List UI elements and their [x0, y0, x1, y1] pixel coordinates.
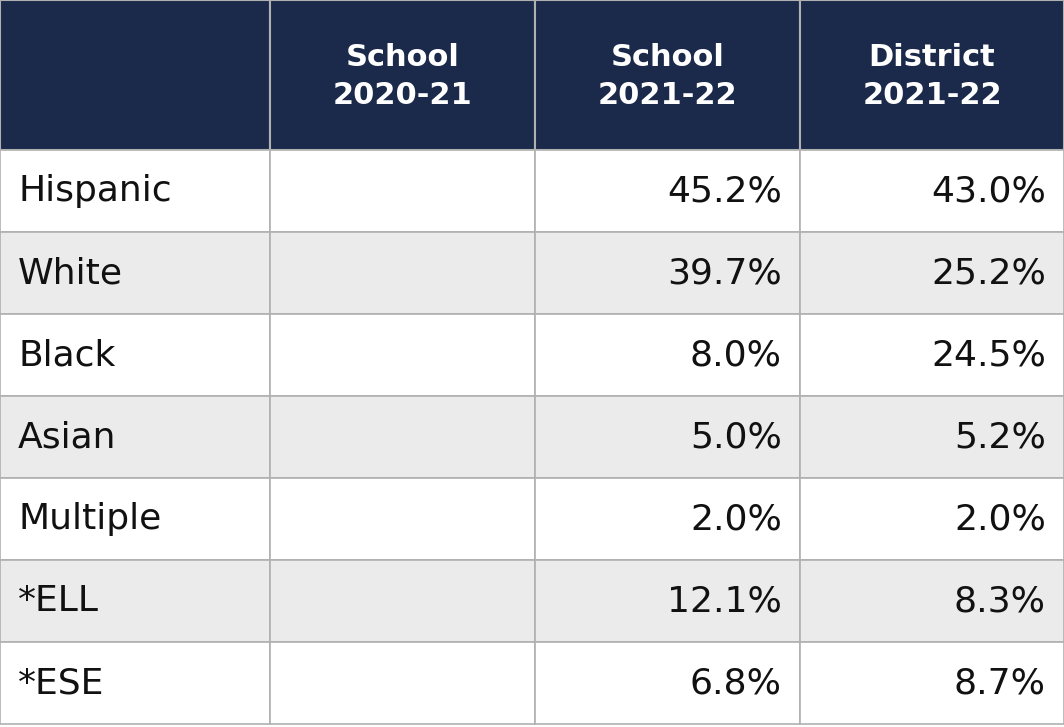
Text: Multiple: Multiple — [18, 502, 162, 536]
Bar — [800, 150, 1064, 232]
Text: 6.8%: 6.8% — [689, 666, 782, 700]
Text: 8.0%: 8.0% — [689, 338, 782, 372]
Bar — [535, 150, 800, 232]
Bar — [800, 478, 1064, 560]
Bar — [0, 560, 270, 642]
Bar — [535, 560, 800, 642]
Bar — [0, 0, 270, 150]
Text: 2.0%: 2.0% — [954, 502, 1046, 536]
Bar — [270, 396, 535, 478]
Text: 5.0%: 5.0% — [691, 420, 782, 454]
Text: 12.1%: 12.1% — [667, 584, 782, 618]
Bar — [535, 478, 800, 560]
Text: 2021-22: 2021-22 — [862, 81, 1002, 110]
Bar — [270, 232, 535, 314]
Bar — [800, 396, 1064, 478]
Text: Black: Black — [18, 338, 115, 372]
Bar — [800, 642, 1064, 724]
Text: 45.2%: 45.2% — [667, 174, 782, 208]
Bar — [800, 0, 1064, 150]
Text: *ELL: *ELL — [18, 584, 99, 618]
Bar — [0, 232, 270, 314]
Text: 2020-21: 2020-21 — [333, 81, 472, 110]
Bar — [270, 150, 535, 232]
Text: 39.7%: 39.7% — [667, 256, 782, 290]
Bar — [0, 150, 270, 232]
Bar — [270, 642, 535, 724]
Text: 2021-22: 2021-22 — [598, 81, 737, 110]
Bar — [270, 478, 535, 560]
Bar — [0, 642, 270, 724]
Bar — [270, 314, 535, 396]
Bar — [800, 232, 1064, 314]
Bar — [535, 0, 800, 150]
Text: Asian: Asian — [18, 420, 116, 454]
Text: 24.5%: 24.5% — [931, 338, 1046, 372]
Bar — [0, 478, 270, 560]
Text: 5.2%: 5.2% — [954, 420, 1046, 454]
Bar — [800, 560, 1064, 642]
Text: District: District — [868, 42, 996, 71]
Bar — [0, 314, 270, 396]
Text: 2.0%: 2.0% — [691, 502, 782, 536]
Bar — [270, 560, 535, 642]
Text: Hispanic: Hispanic — [18, 174, 171, 208]
Text: School: School — [346, 42, 460, 71]
Bar — [535, 396, 800, 478]
Text: 8.3%: 8.3% — [954, 584, 1046, 618]
Text: *ESE: *ESE — [18, 666, 104, 700]
Text: 43.0%: 43.0% — [931, 174, 1046, 208]
Text: School: School — [611, 42, 725, 71]
Text: White: White — [18, 256, 123, 290]
Bar — [0, 396, 270, 478]
Bar — [800, 314, 1064, 396]
Bar — [535, 314, 800, 396]
Bar — [535, 232, 800, 314]
Bar — [270, 0, 535, 150]
Bar — [535, 642, 800, 724]
Text: 25.2%: 25.2% — [931, 256, 1046, 290]
Text: 8.7%: 8.7% — [954, 666, 1046, 700]
